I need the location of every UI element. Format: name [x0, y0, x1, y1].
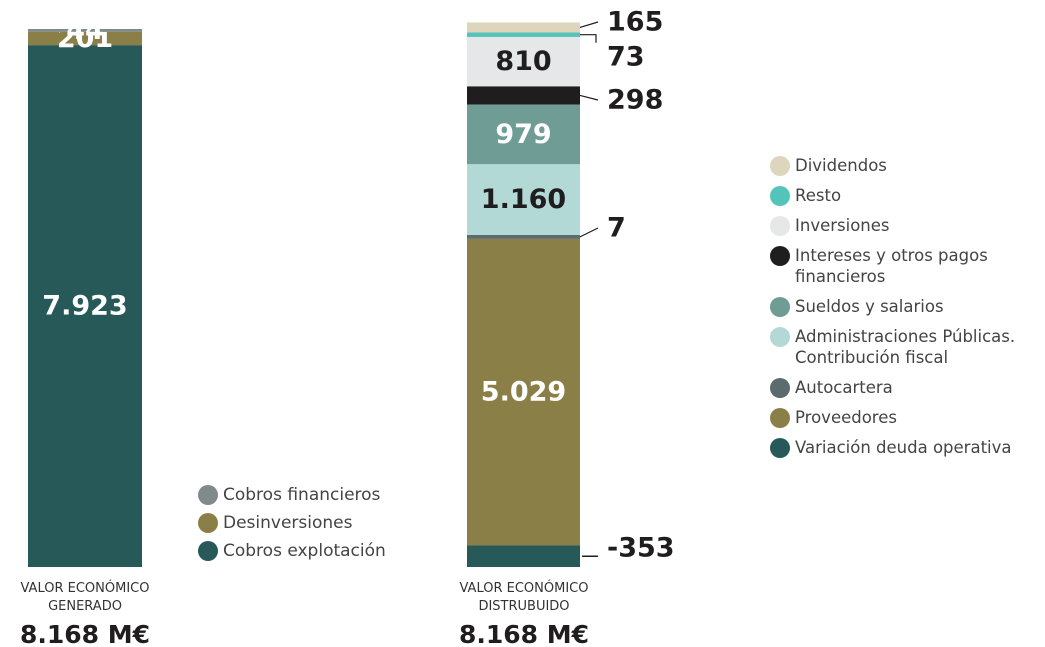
- legend-item-sueldos-y-salarios: Sueldos y salarios: [770, 296, 1040, 317]
- bar-segment-cobros-explotacion: [28, 45, 142, 567]
- caption-generated-line1: VALOR ECONÓMICO: [21, 580, 150, 596]
- data-label-resto: 73: [607, 42, 645, 73]
- legend-item-desinversiones: Desinversiones: [198, 512, 386, 534]
- data-label-variacion-deuda-operativa: -353: [607, 533, 675, 564]
- legend-item-cobros-explotacion: Cobros explotación: [198, 540, 386, 562]
- data-label-desinversiones: 201: [57, 23, 113, 54]
- legend-label-resto: Resto: [795, 186, 842, 205]
- legend-label-sueldos-y-salarios: Sueldos y salarios: [795, 297, 944, 316]
- connector-resto: [580, 34, 597, 43]
- total-distributed: 8.168 M€: [459, 620, 589, 647]
- data-label-cobros-financieros: 44: [66, 15, 104, 46]
- data-label-sueldos-y-salarios: 979: [495, 119, 551, 150]
- caption-distributed-line1: VALOR ECONÓMICO: [460, 580, 589, 596]
- connector-intereses-y-otros-pagos-financieros: [579, 94, 599, 101]
- legend-label-dividendos: Dividendos: [795, 156, 887, 175]
- legend-label-administraciones-publicas-contribucion-fiscal: Administraciones Públicas. Contribución …: [795, 327, 1016, 367]
- legend-label-variacion-deuda-operativa: Variación deuda operativa: [795, 438, 1012, 457]
- legend-item-autocartera: Autocartera: [770, 377, 1040, 398]
- legend-item-variacion-deuda-operativa: Variación deuda operativa: [770, 437, 1040, 458]
- data-label-proveedores: 5.029: [481, 377, 566, 408]
- legend-item-intereses-y-otros-pagos-financieros: Intereses y otros pagos financieros: [770, 245, 1040, 287]
- legend-label-autocartera: Autocartera: [795, 378, 893, 397]
- connector-dividendos: [579, 21, 599, 29]
- bar-segment-sueldos-y-salarios: [467, 104, 580, 165]
- legend-swatch-dividendos: [770, 156, 790, 176]
- legend-swatch-autocartera: [770, 378, 790, 398]
- legend-item-cobros-financieros: Cobros financieros: [198, 484, 386, 506]
- data-label-intereses-y-otros-pagos-financieros: 298: [607, 85, 663, 116]
- legend-label-intereses-y-otros-pagos-financieros: Intereses y otros pagos financieros: [795, 246, 988, 286]
- legend-label-cobros-explotacion: Cobros explotación: [223, 541, 386, 561]
- bar-segment-proveedores: [467, 238, 580, 546]
- bar-segment-resto: [467, 32, 580, 37]
- data-label-cobros-explotacion: 7.923: [42, 291, 127, 322]
- caption-distributed-line2: DISTRUBUIDO: [478, 599, 569, 614]
- total-generated: 8.168 M€: [20, 620, 150, 647]
- bar-segment-administraciones-publicas-contribucion-fiscal: [467, 164, 580, 235]
- data-label-inversiones: 810: [495, 46, 551, 77]
- caption-generated-line2: GENERADO: [48, 599, 122, 614]
- bar-segment-intereses-y-otros-pagos-financieros: [467, 86, 580, 105]
- legend-swatch-resto: [770, 186, 790, 206]
- bar-segment-dividendos: [467, 22, 580, 33]
- legend-label-desinversiones: Desinversiones: [223, 513, 353, 533]
- legend-distributed: Dividendos Resto Inversiones Intereses y ot…: [770, 155, 1040, 467]
- bar-segment-autocartera: [467, 234, 580, 239]
- data-label-dividendos: 165: [607, 7, 663, 38]
- legend-swatch-intereses-y-otros-pagos-financieros: [770, 246, 790, 266]
- legend-item-administraciones-publicas-contribucion-fiscal: Administraciones Públicas. Contribución …: [770, 326, 1040, 368]
- legend-label-inversiones: Inversiones: [795, 216, 890, 235]
- legend-swatch-proveedores: [770, 408, 790, 428]
- legend-swatch-sueldos-y-salarios: [770, 297, 790, 317]
- legend-swatch-inversiones: [770, 216, 790, 236]
- legend-swatch-cobros-financieros: [198, 485, 218, 505]
- connector-autocartera: [579, 227, 599, 238]
- legend-swatch-variacion-deuda-operativa: [770, 438, 790, 458]
- legend-generated: Cobros financieros Desinversiones Cobros e…: [198, 484, 386, 568]
- legend-item-proveedores: Proveedores: [770, 407, 1040, 428]
- legend-swatch-cobros-explotacion: [198, 541, 218, 561]
- legend-label-proveedores: Proveedores: [795, 408, 897, 427]
- data-label-autocartera: 7: [607, 213, 626, 244]
- legend-item-resto: Resto: [770, 185, 1040, 206]
- bar-segment-variacion-deuda-operativa: [467, 545, 580, 567]
- legend-item-dividendos: Dividendos: [770, 155, 1040, 176]
- legend-swatch-desinversiones: [198, 513, 218, 533]
- legend-item-inversiones: Inversiones: [770, 215, 1040, 236]
- bar-segment-desinversiones: [28, 31, 142, 46]
- bar-segment-cobros-financieros: [28, 29, 142, 32]
- bar-segment-inversiones: [467, 36, 580, 87]
- legend-swatch-administraciones-publicas-contribucion-fiscal: [770, 327, 790, 347]
- data-label-administraciones-publicas-contribucion-fiscal: 1.160: [481, 184, 566, 215]
- legend-label-cobros-financieros: Cobros financieros: [223, 485, 381, 505]
